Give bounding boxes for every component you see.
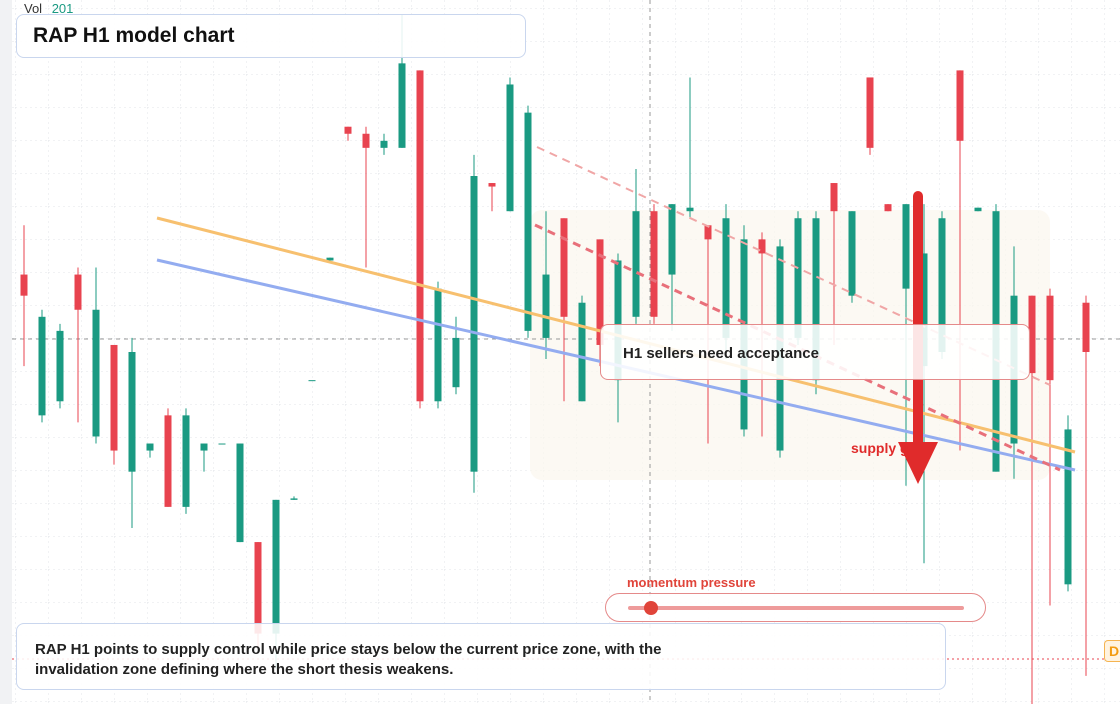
- candle-body: [56, 330, 64, 402]
- candle-body: [380, 140, 388, 148]
- candle-body: [398, 63, 406, 148]
- candle-body: [326, 257, 334, 261]
- candle-body: [884, 204, 892, 212]
- momentum-label: momentum pressure: [627, 575, 756, 590]
- candle-body: [254, 542, 262, 634]
- candle-body: [812, 218, 820, 381]
- candle-body: [20, 274, 28, 296]
- callout: H1 sellers need acceptance: [623, 345, 819, 362]
- candle-body: [704, 225, 712, 240]
- candle-body: [1082, 302, 1090, 352]
- candle-body: [218, 443, 226, 445]
- summary: RAP H1 points to supply control while pr…: [35, 641, 662, 678]
- candle-body: [686, 207, 694, 212]
- momentum-track-box: [605, 593, 986, 622]
- vol-value: 201: [51, 1, 74, 16]
- left-rail: [0, 0, 12, 704]
- momentum-track: [628, 606, 964, 610]
- candle-body: [920, 253, 928, 367]
- edge-tag: D: [1104, 640, 1120, 662]
- candle-body: [668, 204, 676, 275]
- candle-body: [632, 211, 640, 317]
- candle-body: [182, 415, 190, 507]
- candle-body: [128, 352, 136, 472]
- candle-body: [488, 183, 496, 187]
- summary-box: RAP H1 points to supply control while pr…: [16, 623, 946, 690]
- candle-body: [164, 415, 172, 507]
- candle-body: [290, 498, 298, 500]
- candle-body: [92, 309, 100, 437]
- arrow-head: [898, 442, 938, 484]
- candle-body: [308, 380, 316, 382]
- candle-body: [452, 337, 460, 388]
- vol-label: Vol: [24, 1, 43, 16]
- candle-body: [650, 211, 658, 317]
- candle-body: [524, 112, 532, 331]
- candle-body: [200, 443, 208, 451]
- callout-box: H1 sellers need acceptance: [600, 324, 1030, 380]
- candle-body: [416, 70, 424, 402]
- candle-body: [938, 218, 946, 352]
- candle-body: [362, 133, 370, 148]
- candle-body: [434, 288, 442, 402]
- momentum-knob: [644, 601, 658, 615]
- candle-body: [866, 77, 874, 148]
- title: RAP H1 model chart: [33, 24, 235, 47]
- candle-body: [758, 239, 766, 254]
- candle-body: [1064, 429, 1072, 585]
- dash-red: [534, 223, 1061, 472]
- candle-body: [560, 218, 568, 317]
- candle-body: [1046, 295, 1054, 381]
- candle-body: [110, 344, 118, 451]
- candle-body: [236, 443, 244, 543]
- candle-body: [722, 218, 730, 338]
- candle-body: [596, 239, 604, 345]
- candle-body: [38, 316, 46, 416]
- candle-body: [344, 126, 352, 134]
- title-box: RAP H1 model chart: [16, 14, 526, 58]
- candle-body: [542, 274, 550, 338]
- candle-body: [146, 443, 154, 451]
- candle-body: [902, 204, 910, 289]
- candle-body: [578, 302, 586, 402]
- supply-label: supply g: [851, 440, 909, 456]
- candle-body: [830, 183, 838, 212]
- candle-body: [794, 218, 802, 338]
- candle-body: [272, 499, 280, 634]
- candle-body: [614, 260, 622, 381]
- candle-body: [974, 207, 982, 212]
- vol: Vol 201: [24, 1, 73, 16]
- candle-body: [956, 70, 964, 141]
- candle-body: [506, 84, 514, 212]
- candle-body: [74, 274, 82, 310]
- candle-body: [1028, 295, 1036, 374]
- candle-body: [848, 211, 856, 296]
- dash-light: [536, 146, 1051, 386]
- candle-body: [470, 176, 478, 472]
